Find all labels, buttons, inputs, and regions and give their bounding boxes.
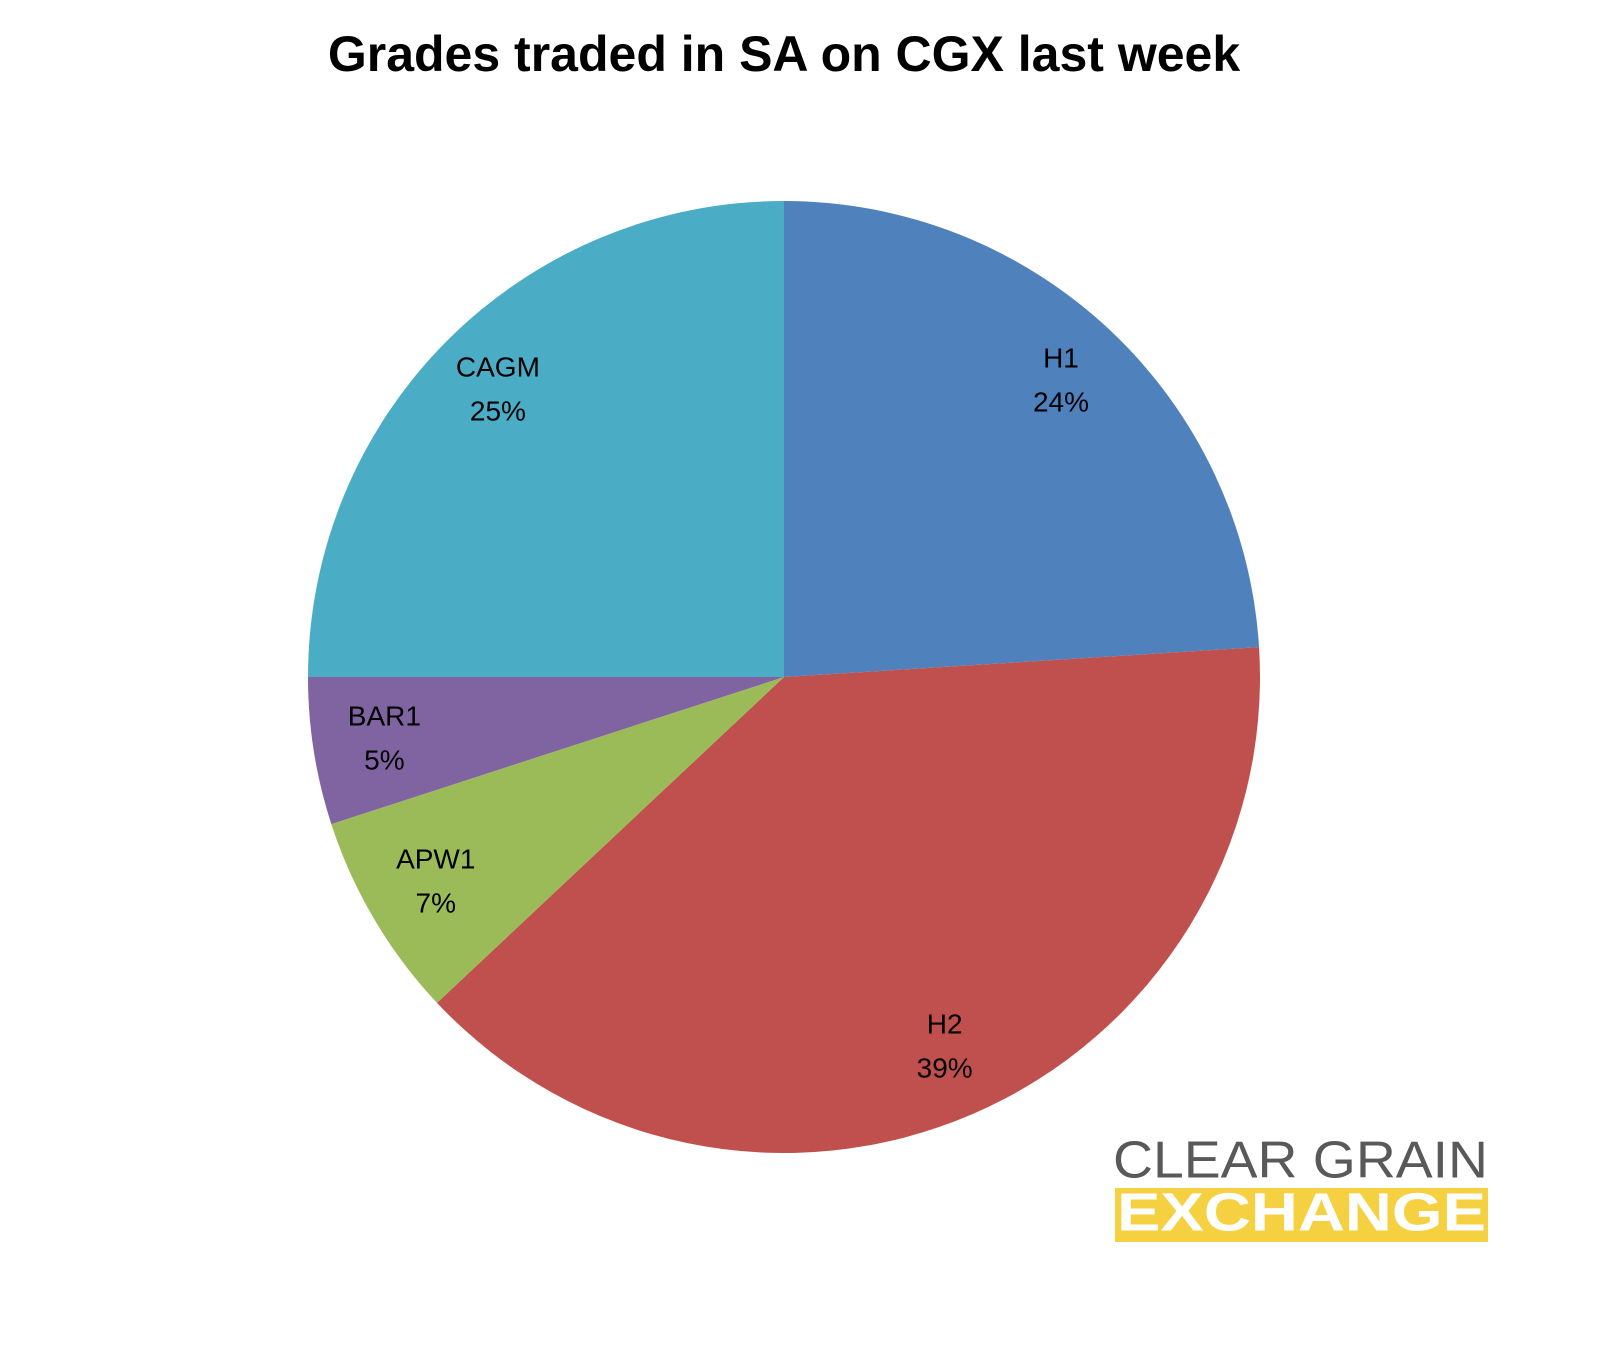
value-label: 25% xyxy=(470,395,526,426)
value-label: 39% xyxy=(917,1053,973,1084)
pie-slice xyxy=(437,647,1260,1153)
value-label: 5% xyxy=(364,745,404,776)
pie-slice xyxy=(784,201,1260,677)
logo-line2: EXCHANGE xyxy=(1117,1182,1486,1242)
pie-slice xyxy=(308,677,784,825)
slice-label: APW1 xyxy=(396,843,475,874)
pie-slice xyxy=(331,677,784,1003)
slice-label: H1 xyxy=(1043,342,1079,373)
slice-label: CAGM xyxy=(456,351,540,382)
chart-title: Grades traded in SA on CGX last week xyxy=(328,26,1240,82)
slice-label: BAR1 xyxy=(348,701,421,732)
logo-line1: CLEAR GRAIN xyxy=(1113,1132,1488,1190)
value-label: 24% xyxy=(1033,386,1089,417)
logo-band xyxy=(1115,1188,1488,1242)
pie-slice xyxy=(308,201,784,677)
value-label: 7% xyxy=(416,887,456,918)
logo: CLEAR GRAIN EXCHANGE xyxy=(1113,1132,1488,1242)
slice-label: H2 xyxy=(927,1009,963,1040)
